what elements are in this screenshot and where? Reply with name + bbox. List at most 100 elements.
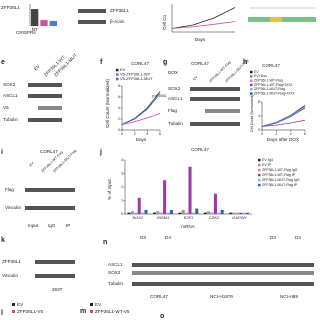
x-tick-label: 0 [121,132,123,136]
legend-label: EV [17,302,24,307]
bar [207,211,211,214]
legend-swatch [12,310,15,313]
label: SOX2 [168,86,181,91]
axis-label: Days [136,137,147,142]
label: D4 [165,235,171,240]
legend-label: EV IP [262,163,272,167]
panel-letter: o [160,313,164,320]
legend-swatch [12,303,15,306]
legend-label: ZFP36L1-MUT-Flag IgG [262,178,300,182]
blot-band [28,118,62,122]
chart-title: CORL47 [191,147,209,152]
chart-title: CORL47 [131,61,149,66]
x-tick-label: INSM1 [157,215,169,220]
series-line [171,21,236,29]
label: EV [193,75,200,82]
blot-band [78,9,106,13]
legend-swatch [250,92,253,95]
bar [159,212,163,214]
bar [213,193,217,214]
panel-letter: n [103,239,107,246]
legend-swatch [250,75,253,78]
blot-band [28,83,62,87]
axis-label: Cell Co [162,14,167,30]
x-tick-label: 2 [275,132,277,136]
blot-band [28,94,62,98]
bar [229,212,233,214]
series-line [171,7,236,29]
panel-letter: l [1,310,3,317]
legend-label: ZFP36L1-MUT-Flag [254,87,285,91]
legend-swatch [250,83,253,87]
bar [185,212,189,214]
y-tick-label: 4 [258,114,260,118]
panel-letter: f [100,59,103,66]
legend-label: ZFP36L1-MUT-Flag+DOX [254,91,295,95]
bar [152,212,156,214]
y-tick-label: 4 [121,158,123,162]
y-tick-label: 6 [118,95,120,99]
legend-label: ZFP36L1-WT-Flag [254,79,283,83]
label: D3 [140,235,146,240]
panel-letter: m [80,308,86,315]
label: 293T [52,287,63,292]
y-tick-label: 0 [258,128,260,132]
bar [217,212,221,214]
legend-swatch [258,173,261,177]
blot-band [35,274,75,278]
label: Vinculin [2,273,18,278]
x-tick-label: SOX2 [132,215,143,220]
panel-letter: j [99,149,102,156]
p-value: p=0.0001 [152,94,167,98]
bar [130,211,134,214]
bar [220,209,224,214]
label: Flag [5,187,14,192]
blot-band [35,260,75,264]
legend-swatch [258,158,261,162]
x-tick-label: 0 [261,132,263,136]
panel-letter: h [243,59,247,66]
label: Flag [168,108,177,113]
series-line [261,119,306,127]
label: IgG [48,223,56,228]
series-line [261,105,306,127]
blot-band [190,122,240,126]
series-line [261,105,306,127]
panel-letter: i [1,149,3,156]
bar [40,20,48,26]
label: ASCL1 [108,262,123,267]
blot-band [25,188,75,192]
bar [242,212,246,214]
y-tick-label: 2 [118,117,120,121]
blot-band [190,87,240,91]
axis-label: mRNA [181,224,195,229]
bar [166,212,170,214]
bar [137,197,141,214]
x-tick-label: CDK2 [209,215,220,220]
legend-label: EV IgG [262,158,274,162]
legend-label: ZFP36L1-WT-Flag IgG [262,168,298,172]
bar [239,212,243,214]
legend-swatch [258,163,261,167]
blot-band [205,109,240,113]
blot-band [25,206,75,210]
label: Tubulin [168,121,183,126]
blot-band [132,263,314,267]
bar [178,212,182,214]
axis-label: % of Input [107,179,112,200]
x-tick-label: 4 [146,132,148,136]
schematic [270,17,282,22]
legend-swatch [250,79,253,82]
label: D3 [270,235,276,240]
legend-label: V5-ZFP36L1-WT [120,72,151,77]
legend-swatch [258,178,261,182]
blot-band [132,271,314,275]
label: Tubulin [3,117,18,122]
y-tick-label: 0 [121,212,123,216]
series-line [261,107,306,127]
blot-band [132,282,314,286]
bar [191,212,195,214]
series-line [121,93,161,125]
label: CRISPRs [16,30,36,35]
legend-label: ZFP36L1-MUT-Flag IP [262,183,298,187]
